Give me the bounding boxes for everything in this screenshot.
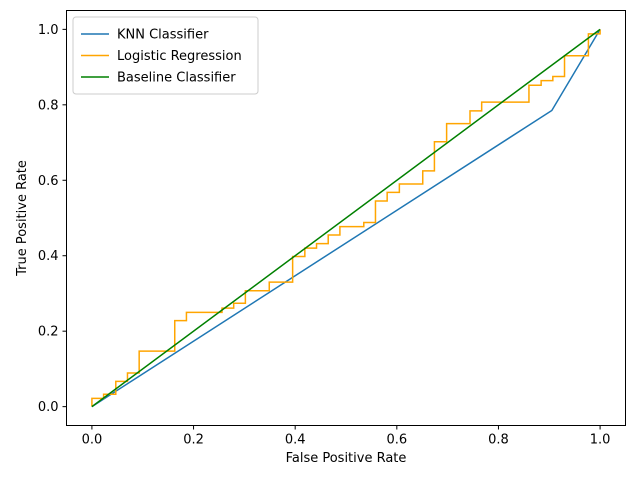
y-tick-label: 1.0: [38, 23, 59, 38]
series-line-baseline-classifier: [91, 28, 601, 408]
series-line-logistic-regression: [91, 29, 601, 407]
series-lines: [91, 28, 601, 408]
y-tick-label: 0.8: [38, 98, 59, 113]
y-axis: 0.0 0.2 0.4 0.6 0.8 1.0: [38, 23, 67, 415]
legend: KNN Classifier Logistic Regression Baselin…: [72, 16, 259, 95]
y-tick-label: 0.4: [38, 249, 59, 264]
y-tick-label: 0.2: [38, 325, 59, 340]
legend-label-baseline-classifier: Baseline Classifier: [117, 71, 236, 86]
x-axis-label: False Positive Rate: [286, 451, 407, 466]
x-tick-label: 0.8: [488, 433, 509, 448]
x-tick-label: 1.0: [590, 433, 611, 448]
x-tick-label: 0.0: [82, 433, 103, 448]
x-tick-label: 0.2: [183, 433, 204, 448]
legend-label-knn-classifier: KNN Classifier: [117, 28, 209, 43]
legend-label-logistic-regression: Logistic Regression: [117, 49, 242, 64]
y-axis-label: True Positive Rate: [15, 160, 30, 277]
y-tick-label: 0.0: [38, 400, 59, 415]
x-tick-label: 0.4: [285, 433, 306, 448]
x-axis: 0.0 0.2 0.4 0.6 0.8 1.0: [82, 425, 611, 448]
legend-box: [72, 16, 259, 95]
y-tick-label: 0.6: [38, 174, 59, 189]
x-tick-label: 0.6: [386, 433, 407, 448]
